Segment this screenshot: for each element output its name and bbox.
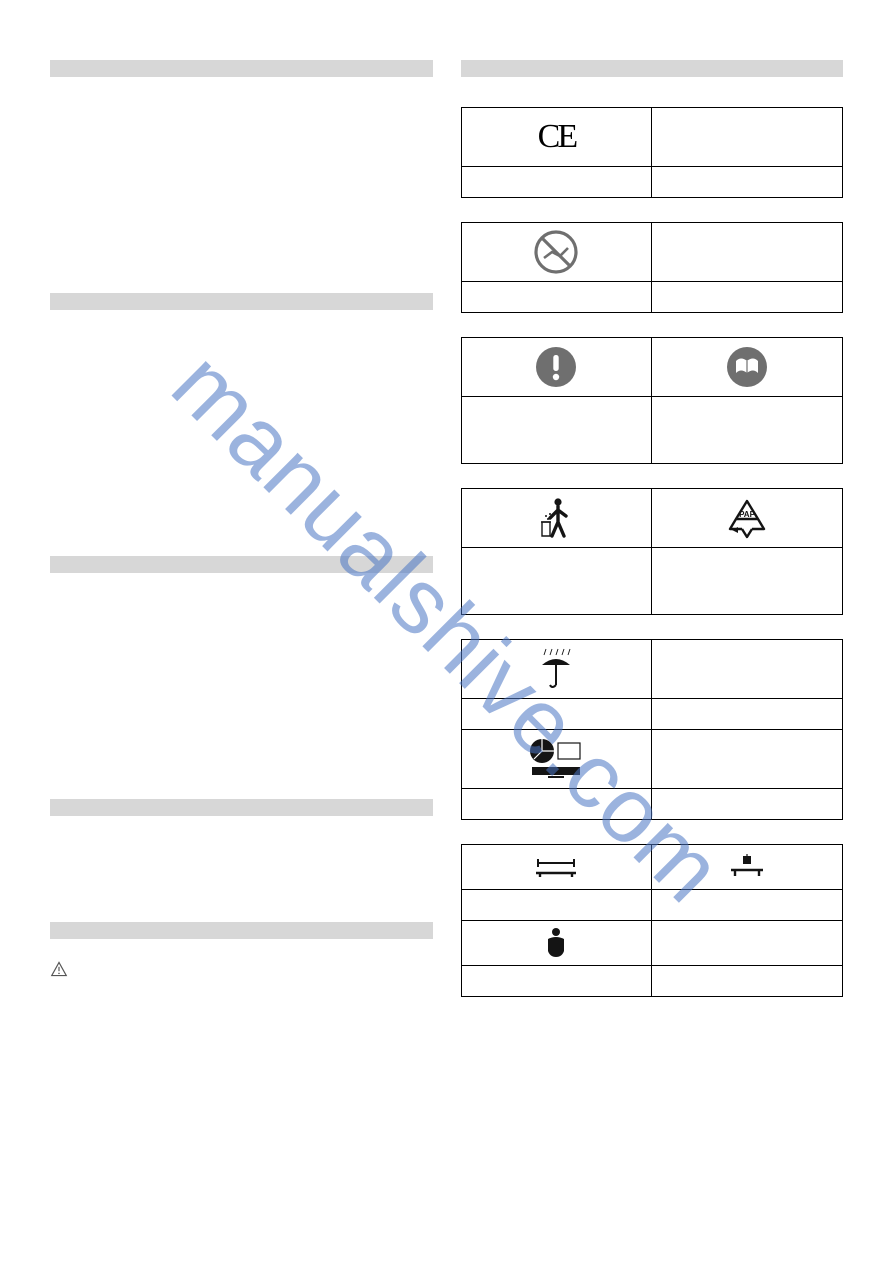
intertek-gs-icon xyxy=(528,737,584,781)
cell-t5-r2-c1 xyxy=(462,699,652,729)
left-body-1 xyxy=(50,93,433,293)
cell-t4-r2-c2 xyxy=(651,548,842,614)
svg-text:PAP: PAP xyxy=(739,510,756,519)
page-container: CE xyxy=(0,0,893,1037)
cell-readmanual-icon xyxy=(651,338,842,396)
cell-t6-r4-c1 xyxy=(462,966,652,996)
symbol-table-1: CE xyxy=(461,107,844,198)
cell-span-icon xyxy=(462,845,652,889)
cell-ce-icon: CE xyxy=(462,108,652,166)
cell-tidyman-icon xyxy=(462,489,652,547)
span-dims-icon xyxy=(532,855,580,879)
attention-icon xyxy=(535,346,577,388)
left-section-header-2 xyxy=(50,293,433,310)
cell-t3-r2-c2 xyxy=(651,397,842,463)
symbol-table-5 xyxy=(461,639,844,820)
warning-row xyxy=(50,961,433,977)
left-body-4 xyxy=(50,832,433,922)
cell-t1-r2-c1 xyxy=(462,167,652,197)
cell-t1-r2-c2 xyxy=(651,167,842,197)
left-section-header-3 xyxy=(50,556,433,573)
left-section-header-4 xyxy=(50,799,433,816)
left-body-3 xyxy=(50,589,433,799)
symbol-table-6 xyxy=(461,844,844,997)
keep-dry-icon xyxy=(536,647,576,691)
cell-maxload-icon xyxy=(651,845,842,889)
cell-keepdry-desc xyxy=(651,640,842,698)
tidyman-icon xyxy=(536,496,576,540)
cell-t2-r2-c2 xyxy=(651,282,842,312)
max-load-icon xyxy=(727,854,767,880)
cell-bodyweight-icon xyxy=(462,921,652,965)
left-section-header-1 xyxy=(50,60,433,77)
cell-pap-icon: PAP xyxy=(651,489,842,547)
left-section-header-5 xyxy=(50,922,433,939)
cell-t5-r4-c2 xyxy=(651,789,842,819)
cell-t6-r2-c1 xyxy=(462,890,652,920)
cell-t3-r2-c1 xyxy=(462,397,652,463)
symbol-table-2 xyxy=(461,222,844,313)
cell-t5-r4-c1 xyxy=(462,789,652,819)
cell-t6-r4-c2 xyxy=(651,966,842,996)
cell-t4-r2-c1 xyxy=(462,548,652,614)
no-cut-icon xyxy=(534,230,578,274)
left-column xyxy=(50,60,433,997)
pap-recycle-icon: PAP xyxy=(724,497,770,539)
cell-t6-r2-c2 xyxy=(651,890,842,920)
cell-t2-r2-c1 xyxy=(462,282,652,312)
cell-t6-r3-c2 xyxy=(651,921,842,965)
body-weight-icon xyxy=(542,927,570,959)
right-column: CE xyxy=(461,60,844,997)
symbol-table-4: PAP xyxy=(461,488,844,615)
cell-nocut-desc xyxy=(651,223,842,281)
read-manual-icon xyxy=(726,346,768,388)
cell-intertek-icon xyxy=(462,730,652,788)
cell-ce-desc xyxy=(651,108,842,166)
right-section-header xyxy=(461,60,844,77)
ce-mark-icon: CE xyxy=(538,118,575,156)
cell-keepdry-icon xyxy=(462,640,652,698)
cell-attention-icon xyxy=(462,338,652,396)
cell-t5-r2-c2 xyxy=(651,699,842,729)
left-body-2 xyxy=(50,326,433,556)
warning-triangle-icon xyxy=(50,961,68,977)
cell-intertek-desc xyxy=(651,730,842,788)
cell-nocut-icon xyxy=(462,223,652,281)
symbol-table-3 xyxy=(461,337,844,464)
